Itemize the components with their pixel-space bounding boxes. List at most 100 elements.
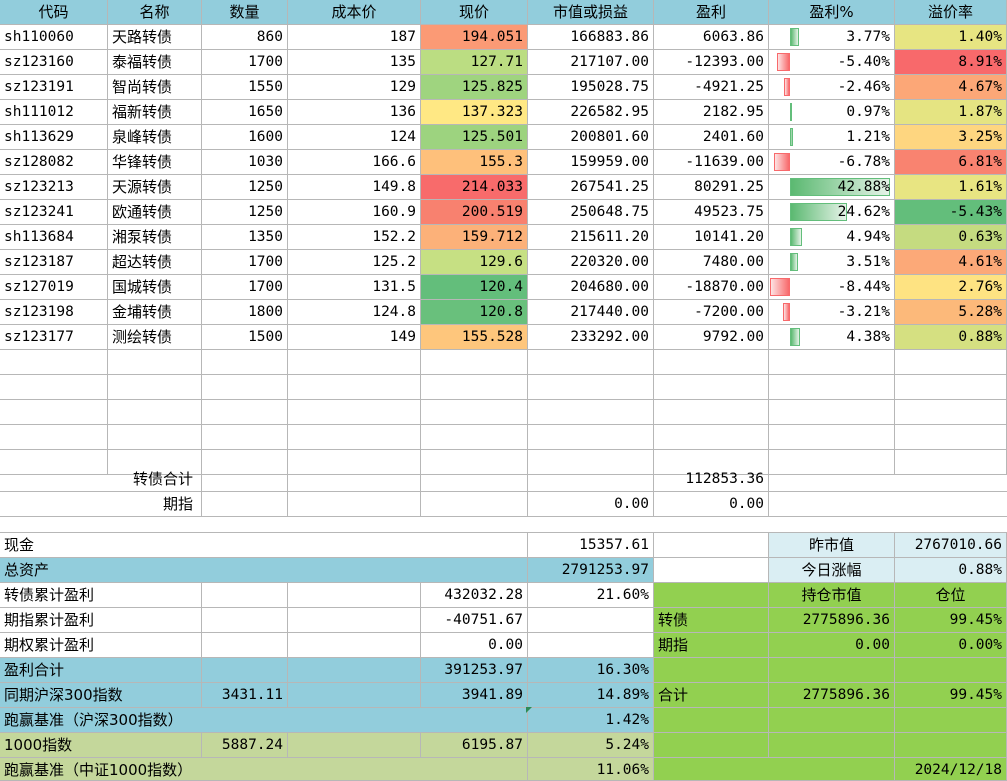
column-header[interactable]: 数量: [202, 0, 288, 25]
cell-qty[interactable]: 1600: [202, 125, 288, 150]
beat-hs300-value[interactable]: 1.42%: [528, 708, 654, 733]
cell-price[interactable]: 194.051: [421, 25, 528, 50]
cell-price[interactable]: 137.323: [421, 100, 528, 125]
cell-cost[interactable]: 149.8: [288, 175, 421, 200]
empty-cell[interactable]: [895, 733, 1007, 758]
yesterday-value[interactable]: 2767010.66: [895, 533, 1007, 558]
empty-cell[interactable]: [0, 400, 108, 425]
cell-premium[interactable]: 3.25%: [895, 125, 1007, 150]
cell-cost[interactable]: 149: [288, 325, 421, 350]
column-header[interactable]: 盈利: [654, 0, 769, 25]
cell-pnl[interactable]: -18870.00: [654, 275, 769, 300]
futures-label[interactable]: 期指: [0, 492, 202, 517]
cell-code[interactable]: sh111012: [0, 100, 108, 125]
cell-market-value[interactable]: 233292.00: [528, 325, 654, 350]
cell-code[interactable]: sz128082: [0, 150, 108, 175]
column-header[interactable]: 名称: [108, 0, 202, 25]
cell-market-value[interactable]: 204680.00: [528, 275, 654, 300]
total-position[interactable]: 99.45%: [895, 683, 1007, 708]
position-header[interactable]: 仓位: [895, 583, 1007, 608]
empty-cell[interactable]: [421, 492, 528, 517]
empty-cell[interactable]: [288, 658, 421, 683]
options-cumulative-label[interactable]: 期权累计盈利: [0, 633, 202, 658]
total-holding-value[interactable]: 2775896.36: [769, 683, 895, 708]
cell-qty[interactable]: 1700: [202, 275, 288, 300]
cell-cost[interactable]: 125.2: [288, 250, 421, 275]
empty-cell[interactable]: [895, 658, 1007, 683]
empty-cell[interactable]: [202, 658, 288, 683]
cell-qty[interactable]: 1800: [202, 300, 288, 325]
empty-cell[interactable]: [654, 400, 769, 425]
empty-cell[interactable]: [108, 450, 202, 475]
cash-label[interactable]: 现金: [0, 533, 528, 558]
empty-cell[interactable]: [202, 633, 288, 658]
cell-name[interactable]: 泰福转债: [108, 50, 202, 75]
cell-premium[interactable]: 1.87%: [895, 100, 1007, 125]
cell-code[interactable]: sz123160: [0, 50, 108, 75]
cell-cost[interactable]: 166.6: [288, 150, 421, 175]
cell-market-value[interactable]: 217440.00: [528, 300, 654, 325]
empty-cell[interactable]: [202, 583, 288, 608]
empty-cell[interactable]: [528, 375, 654, 400]
empty-cell[interactable]: [654, 450, 769, 475]
cell-name[interactable]: 泉峰转债: [108, 125, 202, 150]
cell-premium[interactable]: 6.81%: [895, 150, 1007, 175]
hs300-now[interactable]: 3941.89: [421, 683, 528, 708]
cell-cost[interactable]: 135: [288, 50, 421, 75]
cell-pnl-pct[interactable]: 1.21%: [769, 125, 895, 150]
cell-qty[interactable]: 1700: [202, 250, 288, 275]
column-header[interactable]: 代码: [0, 0, 108, 25]
cell-name[interactable]: 测绘转债: [108, 325, 202, 350]
cell-pnl-pct[interactable]: -3.21%: [769, 300, 895, 325]
empty-cell[interactable]: [202, 375, 288, 400]
cell-name[interactable]: 天路转债: [108, 25, 202, 50]
cell-name[interactable]: 国城转债: [108, 275, 202, 300]
empty-cell[interactable]: [895, 425, 1007, 450]
cell-code[interactable]: sz123187: [0, 250, 108, 275]
cell-cost[interactable]: 152.2: [288, 225, 421, 250]
cell-premium[interactable]: 0.88%: [895, 325, 1007, 350]
empty-cell[interactable]: [202, 450, 288, 475]
empty-cell[interactable]: [288, 467, 421, 492]
cell-qty[interactable]: 1250: [202, 200, 288, 225]
cell-code[interactable]: sh113684: [0, 225, 108, 250]
cell-name[interactable]: 欧通转债: [108, 200, 202, 225]
report-date[interactable]: 2024/12/18: [895, 758, 1007, 781]
empty-cell[interactable]: [528, 467, 654, 492]
empty-cell[interactable]: [769, 658, 895, 683]
today-change-value[interactable]: 0.88%: [895, 558, 1007, 583]
cell-premium[interactable]: -5.43%: [895, 200, 1007, 225]
empty-cell[interactable]: [202, 467, 288, 492]
cell-name[interactable]: 智尚转债: [108, 75, 202, 100]
empty-cell[interactable]: [769, 375, 895, 400]
cell-market-value[interactable]: 267541.25: [528, 175, 654, 200]
empty-cell[interactable]: [769, 492, 1007, 517]
cell-premium[interactable]: 8.91%: [895, 50, 1007, 75]
futures-mv[interactable]: 0.00: [528, 492, 654, 517]
cell-price[interactable]: 120.4: [421, 275, 528, 300]
cell-price[interactable]: 155.528: [421, 325, 528, 350]
empty-cell[interactable]: [528, 633, 654, 658]
empty-cell[interactable]: [108, 425, 202, 450]
column-header[interactable]: 成本价: [288, 0, 421, 25]
empty-cell[interactable]: [769, 450, 895, 475]
cell-pnl[interactable]: -11639.00: [654, 150, 769, 175]
empty-cell[interactable]: [421, 375, 528, 400]
hs300-pct[interactable]: 14.89%: [528, 683, 654, 708]
cell-pnl[interactable]: 49523.75: [654, 200, 769, 225]
cell-pnl-pct[interactable]: -6.78%: [769, 150, 895, 175]
futures-position[interactable]: 0.00%: [895, 633, 1007, 658]
total-holding-label[interactable]: 合计: [654, 683, 769, 708]
cell-pnl-pct[interactable]: -8.44%: [769, 275, 895, 300]
cell-pnl-pct[interactable]: 3.77%: [769, 25, 895, 50]
cell-qty[interactable]: 1350: [202, 225, 288, 250]
cell-pnl-pct[interactable]: -5.40%: [769, 50, 895, 75]
futures-holding-value[interactable]: 0.00: [769, 633, 895, 658]
empty-cell[interactable]: [654, 375, 769, 400]
cell-pnl-pct[interactable]: 4.94%: [769, 225, 895, 250]
zz1000-label[interactable]: 1000指数: [0, 733, 202, 758]
cell-code[interactable]: sz123191: [0, 75, 108, 100]
empty-cell[interactable]: [288, 733, 421, 758]
cell-price[interactable]: 125.501: [421, 125, 528, 150]
cell-pnl[interactable]: -12393.00: [654, 50, 769, 75]
